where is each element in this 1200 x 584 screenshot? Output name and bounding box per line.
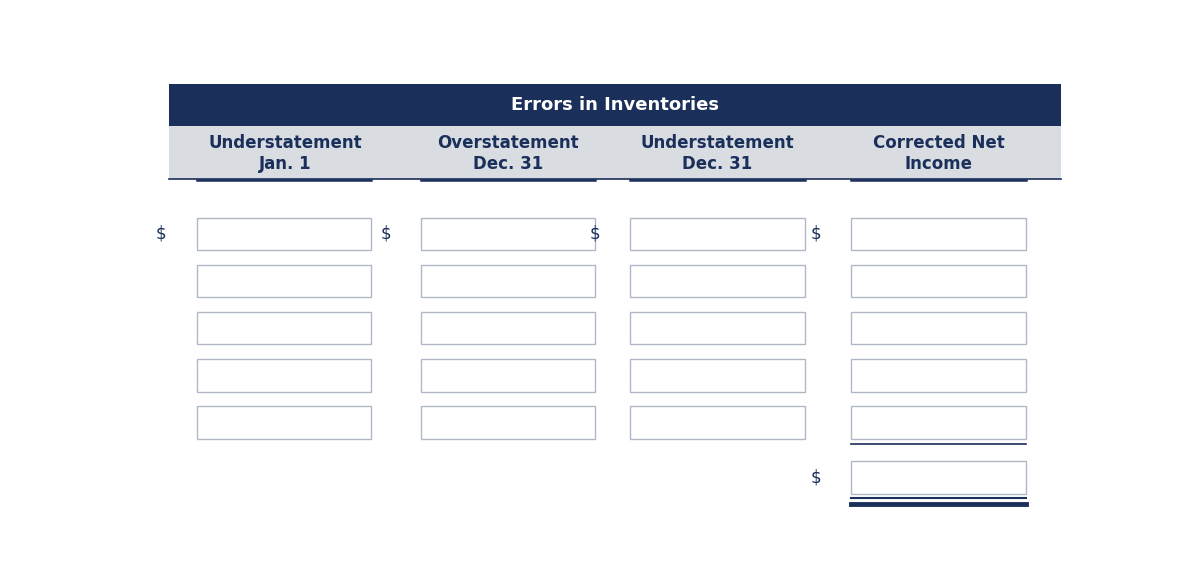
Text: $: $ [811, 225, 822, 243]
Text: Overstatement
Dec. 31: Overstatement Dec. 31 [437, 134, 578, 173]
FancyBboxPatch shape [421, 218, 595, 250]
Text: $: $ [156, 225, 167, 243]
FancyBboxPatch shape [851, 312, 1026, 345]
FancyBboxPatch shape [630, 265, 805, 297]
FancyBboxPatch shape [421, 359, 595, 392]
FancyBboxPatch shape [630, 218, 805, 250]
FancyBboxPatch shape [851, 406, 1026, 439]
FancyBboxPatch shape [197, 265, 371, 297]
FancyBboxPatch shape [197, 312, 371, 345]
FancyBboxPatch shape [851, 265, 1026, 297]
Text: Understatement
Jan. 1: Understatement Jan. 1 [208, 134, 361, 173]
FancyBboxPatch shape [851, 359, 1026, 392]
Text: $: $ [380, 225, 391, 243]
FancyBboxPatch shape [168, 84, 1062, 126]
FancyBboxPatch shape [168, 126, 1062, 179]
FancyBboxPatch shape [197, 359, 371, 392]
Text: $: $ [589, 225, 600, 243]
Text: Understatement
Dec. 31: Understatement Dec. 31 [641, 134, 794, 173]
FancyBboxPatch shape [421, 312, 595, 345]
FancyBboxPatch shape [421, 265, 595, 297]
FancyBboxPatch shape [421, 406, 595, 439]
FancyBboxPatch shape [197, 218, 371, 250]
FancyBboxPatch shape [630, 406, 805, 439]
FancyBboxPatch shape [851, 218, 1026, 250]
Text: Corrected Net
Income: Corrected Net Income [872, 134, 1004, 173]
FancyBboxPatch shape [630, 312, 805, 345]
Text: $: $ [811, 468, 822, 486]
FancyBboxPatch shape [630, 359, 805, 392]
FancyBboxPatch shape [197, 406, 371, 439]
Text: Errors in Inventories: Errors in Inventories [511, 96, 719, 114]
FancyBboxPatch shape [851, 461, 1026, 493]
